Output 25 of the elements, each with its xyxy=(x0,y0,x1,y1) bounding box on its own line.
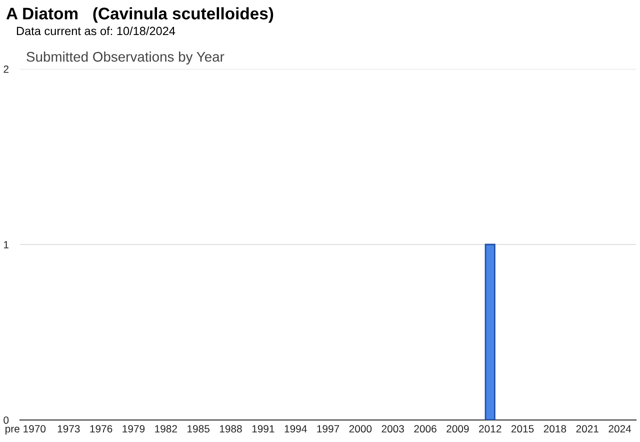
x-tick-label: 1982 xyxy=(155,425,177,433)
x-tick-label: 1979 xyxy=(122,425,145,433)
y-tick-label: 1 xyxy=(4,241,8,248)
x-tick-label: 2015 xyxy=(511,425,534,433)
x-tick-label: 2003 xyxy=(382,425,404,433)
x-tick-label: pre 1970 xyxy=(6,425,46,435)
x-tick-label: 2018 xyxy=(544,425,566,433)
x-tick-label: 1973 xyxy=(58,425,80,433)
text: A Diatom (Cavinula scutelloides) xyxy=(6,7,274,23)
x-tick-label: 1997 xyxy=(317,425,340,433)
x-tick-label: 2000 xyxy=(349,425,372,433)
x-tick-label: 1994 xyxy=(284,425,307,433)
x-tick-label: 2012 xyxy=(479,425,502,433)
x-tick-label: 2009 xyxy=(446,425,469,433)
x-tick-label: 1991 xyxy=(252,425,274,433)
x-tick-label: 2021 xyxy=(576,425,598,433)
x-tick-label: 2024 xyxy=(608,425,632,433)
y-tick-label: 2 xyxy=(4,66,8,73)
chart-title: Submitted Observations by Year xyxy=(26,52,224,64)
x-tick-label: 1988 xyxy=(220,425,242,433)
x-tick-label: 1985 xyxy=(188,425,210,433)
x-tick-label: 2006 xyxy=(414,425,436,433)
text: Data current as of: 10/18/2024 xyxy=(16,26,176,36)
y-tick-label: 0 xyxy=(4,416,9,424)
x-tick-label: 1976 xyxy=(90,425,112,433)
